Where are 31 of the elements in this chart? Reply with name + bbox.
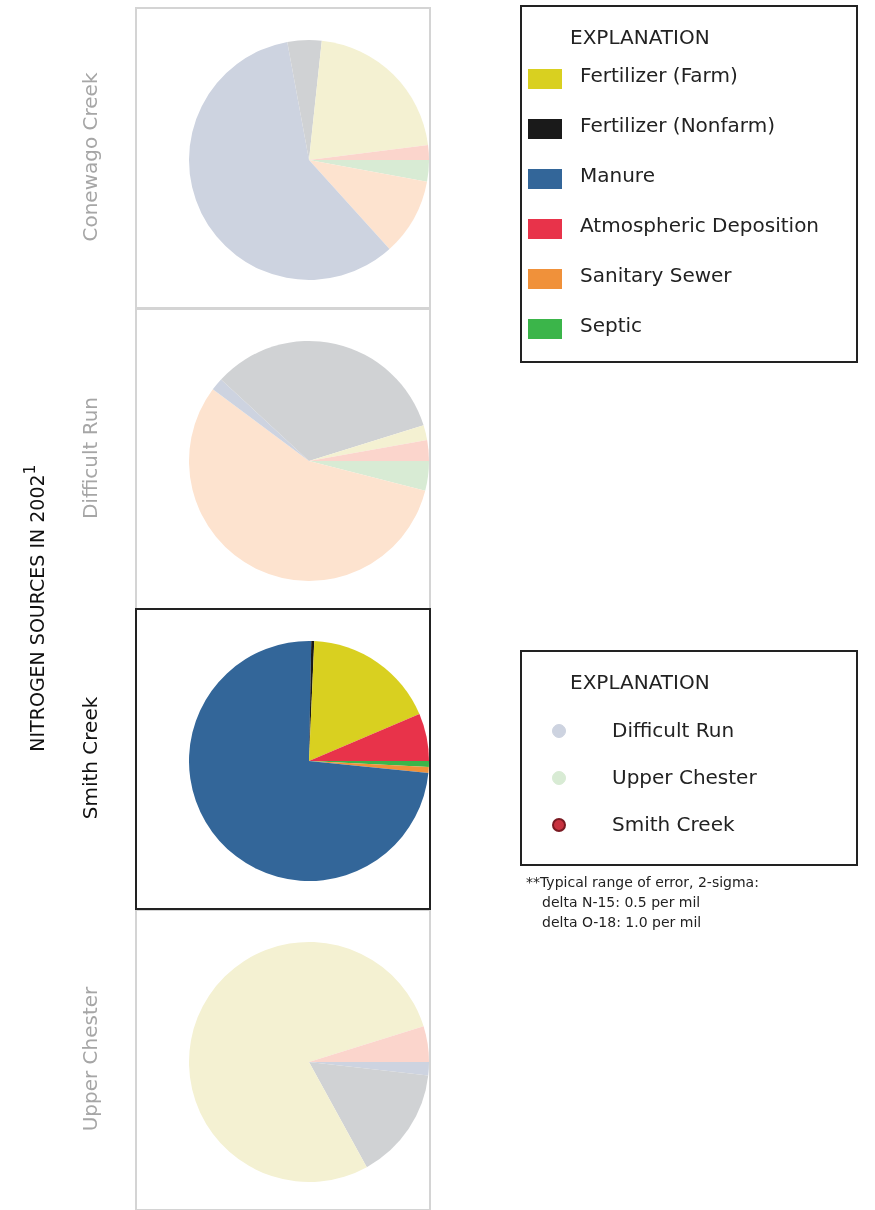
text: delta O-18: 1.0 per mil (542, 914, 702, 930)
legend-label: Manure (580, 163, 655, 187)
text: Upper Chester (612, 765, 757, 789)
legend-label: Fertilizer (Nonfarm) (580, 113, 775, 137)
pie-slice (309, 714, 429, 761)
legend-label: Fertilizer (Farm) (580, 63, 738, 87)
text: Difficult Run (612, 718, 735, 742)
text: Smith Creek (78, 696, 102, 820)
pie-slice (309, 460, 429, 491)
pie-slice (309, 1025, 429, 1062)
pie-slice (189, 641, 429, 881)
pie-slice (309, 439, 429, 461)
text: delta N-15: 0.5 per mil (542, 894, 701, 910)
legend-label: Atmospheric Deposition (580, 213, 820, 237)
text: **Typical range of error, 2-sigma: (526, 874, 759, 890)
text: Smith Creek (612, 812, 735, 836)
legend-label: Septic (580, 313, 643, 337)
pie-slice (189, 41, 390, 280)
pie-slice (309, 641, 420, 761)
pie-slice (309, 40, 429, 160)
pie-slice (309, 424, 428, 461)
pie-slice (189, 941, 424, 1182)
pie-slice (309, 160, 429, 182)
pie-slice (189, 388, 426, 581)
pie-slice (309, 160, 428, 250)
text: Upper Chester (78, 986, 102, 1131)
legend-title: EXPLANATION (570, 25, 710, 49)
text: Conewago Creek (78, 72, 102, 242)
text: EXPLANATION (570, 670, 710, 694)
text: Difficult Run (78, 396, 102, 519)
legend-label: Sanitary Sewer (580, 263, 732, 287)
